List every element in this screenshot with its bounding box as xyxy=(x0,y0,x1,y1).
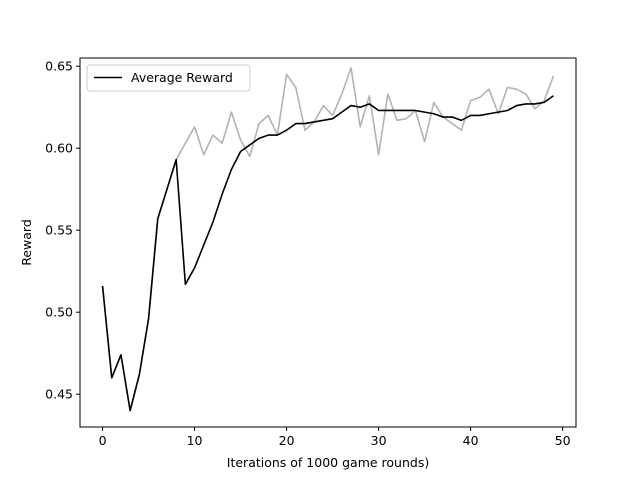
plot-lines xyxy=(101,67,555,412)
y-tick-label: 0.65 xyxy=(45,59,73,74)
y-tick-label: 0.50 xyxy=(45,305,73,320)
legend-box xyxy=(86,64,251,92)
legend-label-average-reward: Average Reward xyxy=(131,70,233,85)
series-line-average-reward xyxy=(101,95,554,412)
x-tick-label: 20 xyxy=(279,433,295,448)
y-axis: 0.45 0.50 0.55 0.60 0.65 xyxy=(45,59,80,402)
y-axis-label: Reward xyxy=(19,219,34,266)
x-axis: 0 10 20 30 40 50 xyxy=(99,427,571,448)
x-axis-label: Iterations of 1000 game rounds) xyxy=(227,455,429,470)
y-tick-label: 0.60 xyxy=(45,141,73,156)
x-tick-label: 0 xyxy=(99,433,107,448)
x-tick-label: 40 xyxy=(463,433,479,448)
x-tick-label: 30 xyxy=(371,433,387,448)
axes-frame xyxy=(79,57,577,428)
x-tick-label: 10 xyxy=(187,433,203,448)
series-line-raw-reward xyxy=(101,67,555,412)
y-tick-label: 0.55 xyxy=(45,223,73,238)
y-tick-label: 0.45 xyxy=(45,387,73,402)
x-tick-label: 50 xyxy=(555,433,571,448)
legend: Average Reward xyxy=(86,64,251,92)
